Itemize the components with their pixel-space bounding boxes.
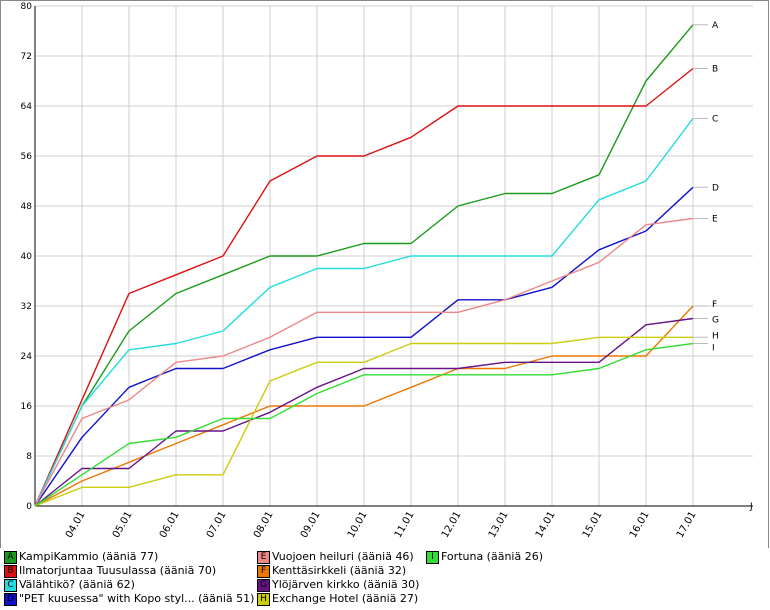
legend-swatch-h: H bbox=[257, 593, 270, 606]
legend-item-g: G Ylöjärven kirkko (ääniä 30) bbox=[257, 578, 422, 592]
end-label-g: G bbox=[712, 316, 719, 326]
chart-frame bbox=[0, 0, 769, 548]
legend-label-a: KampiKammio (ääniä 77) bbox=[19, 550, 159, 563]
x-tick-label: 13.01 bbox=[487, 510, 511, 540]
legend-label-e: Vuojoen heiluri (ääniä 46) bbox=[272, 550, 414, 563]
x-tick-label: 05.01 bbox=[111, 510, 135, 540]
legend-item-h: H Exchange Hotel (ääniä 27) bbox=[257, 592, 422, 606]
x-tick-label: 15.01 bbox=[581, 510, 605, 540]
legend-item-e: E Vuojoen heiluri (ääniä 46) bbox=[257, 550, 422, 564]
legend-swatch-c: C bbox=[4, 579, 17, 592]
line-chart: 0 8 16 24 32 40 48 56 64 72 80 04.01 05.01 06.01 07.01… bbox=[0, 0, 769, 548]
series-line-e bbox=[34, 217, 694, 507]
series-line-b bbox=[34, 67, 694, 507]
y-tick-label: 48 bbox=[21, 202, 33, 212]
legend-item-i: I Fortuna (ääniä 26) bbox=[426, 550, 586, 564]
y-tick-label: 32 bbox=[21, 302, 32, 312]
legend-item-b: B Ilmatorjuntaa Tuusulassa (ääniä 70) bbox=[4, 564, 254, 578]
chart-legend: A KampiKammio (ääniä 77) B Ilmatorjuntaa… bbox=[0, 548, 770, 608]
x-tick-label: 07.01 bbox=[205, 510, 229, 540]
y-tick-label: 56 bbox=[21, 152, 33, 162]
end-label-c: C bbox=[712, 115, 718, 125]
series-line-i bbox=[34, 342, 694, 507]
x-tick-label: 17.01 bbox=[675, 510, 699, 540]
x-tick-label: 12.01 bbox=[440, 510, 464, 540]
legend-item-c: C Välähtikö? (ääniä 62) bbox=[4, 578, 254, 592]
x-tick-label: 11.01 bbox=[393, 510, 417, 540]
legend-label-c: Välähtikö? (ääniä 62) bbox=[19, 578, 135, 591]
legend-swatch-g: G bbox=[257, 579, 270, 592]
y-tick-label: 24 bbox=[21, 352, 33, 362]
end-label-i: I bbox=[712, 344, 715, 354]
legend-item-d: D "PET kuusessa" with Kopo styl... (ääni… bbox=[4, 592, 254, 606]
y-tick-label: 80 bbox=[21, 2, 33, 12]
x-tick-label: 09.01 bbox=[299, 510, 323, 540]
legend-label-f: Kenttäsirkkeli (ääniä 32) bbox=[272, 564, 407, 577]
series-line-h bbox=[34, 336, 693, 507]
x-tick-label: 14.01 bbox=[534, 510, 558, 540]
legend-swatch-b: B bbox=[4, 565, 17, 578]
legend-label-b: Ilmatorjuntaa Tuusulassa (ääniä 70) bbox=[19, 564, 217, 577]
y-tick-label: 40 bbox=[21, 252, 33, 262]
x-tick-label: 16.01 bbox=[628, 510, 652, 540]
legend-label-g: Ylöjärven kirkko (ääniä 30) bbox=[272, 578, 420, 591]
legend-label-i: Fortuna (ääniä 26) bbox=[441, 550, 544, 563]
series-line-g bbox=[34, 317, 694, 507]
x-tick-label: 06.01 bbox=[158, 510, 182, 540]
series-line-d bbox=[34, 186, 694, 507]
y-tick-label: 0 bbox=[26, 502, 32, 512]
x-tick-label: 08.01 bbox=[252, 510, 276, 540]
legend-swatch-i: I bbox=[426, 551, 439, 564]
legend-item-a: A KampiKammio (ääniä 77) bbox=[4, 550, 254, 564]
end-label-d: D bbox=[712, 183, 719, 193]
y-tick-label: 8 bbox=[26, 452, 32, 462]
end-label-b: B bbox=[712, 65, 718, 75]
end-label-h: H bbox=[712, 331, 719, 341]
end-label-f: F bbox=[712, 300, 717, 310]
end-label-j: J bbox=[749, 502, 753, 512]
series-line-a bbox=[34, 24, 694, 507]
x-tick-label: 10.01 bbox=[346, 510, 370, 540]
legend-swatch-e: E bbox=[257, 551, 270, 564]
x-tick-label: 04.01 bbox=[64, 510, 88, 540]
legend-item-f: F Kenttäsirkkeli (ääniä 32) bbox=[257, 564, 422, 578]
legend-label-d: "PET kuusessa" with Kopo styl... (ääniä … bbox=[19, 592, 255, 605]
y-tick-label: 72 bbox=[21, 52, 32, 62]
end-label-a: A bbox=[712, 21, 719, 31]
legend-label-h: Exchange Hotel (ääniä 27) bbox=[272, 592, 419, 605]
legend-swatch-f: F bbox=[257, 565, 270, 578]
series-line-c bbox=[34, 118, 694, 507]
legend-swatch-a: A bbox=[4, 551, 17, 564]
end-label-e: E bbox=[712, 215, 718, 225]
legend-swatch-d: D bbox=[4, 593, 17, 606]
y-tick-label: 16 bbox=[21, 402, 33, 412]
y-tick-label: 64 bbox=[21, 102, 33, 112]
